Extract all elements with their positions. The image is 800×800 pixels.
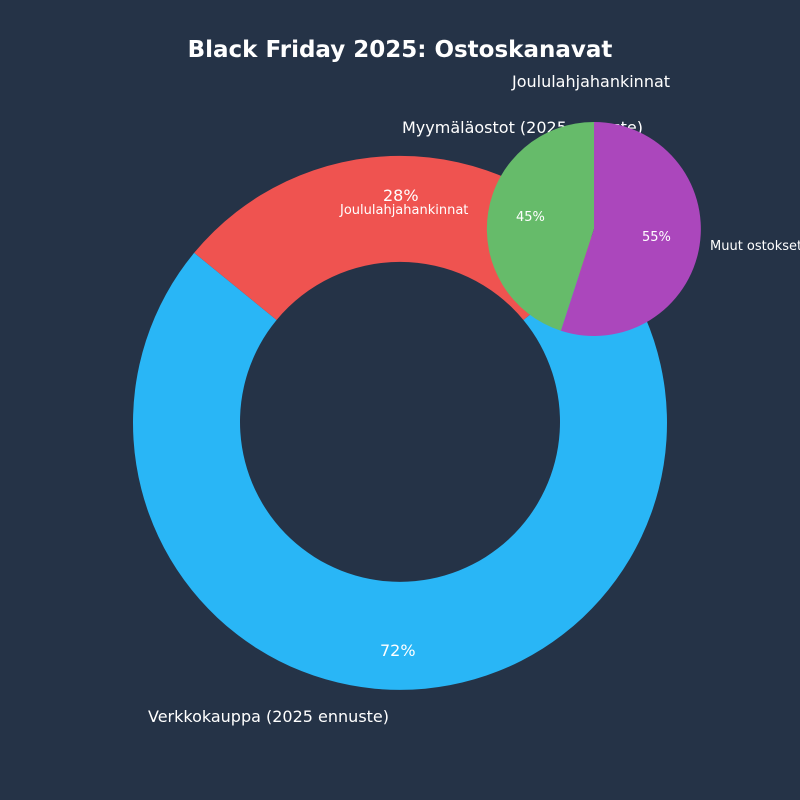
online-pct-label: 72% xyxy=(380,641,416,660)
inset-pie-chart xyxy=(486,121,701,336)
other-category-label: Muut ostokset xyxy=(710,239,800,254)
gift-pct-label: 45% xyxy=(516,210,545,225)
chart-title: Black Friday 2025: Ostoskanavat xyxy=(187,37,613,63)
store-pct-label: 28% xyxy=(383,186,419,205)
other-pct-label: 55% xyxy=(642,230,671,245)
online-category-label: Verkkokauppa (2025 ennuste) xyxy=(148,707,390,726)
inset-pie-title: Joululahjahankinnat xyxy=(512,72,671,91)
donut-slice-online[interactable] xyxy=(132,252,667,690)
pie-slice-gift[interactable] xyxy=(486,121,594,331)
pie-slice-other[interactable] xyxy=(560,122,701,336)
store-sublabel: Joululahjahankinnat xyxy=(340,203,469,218)
